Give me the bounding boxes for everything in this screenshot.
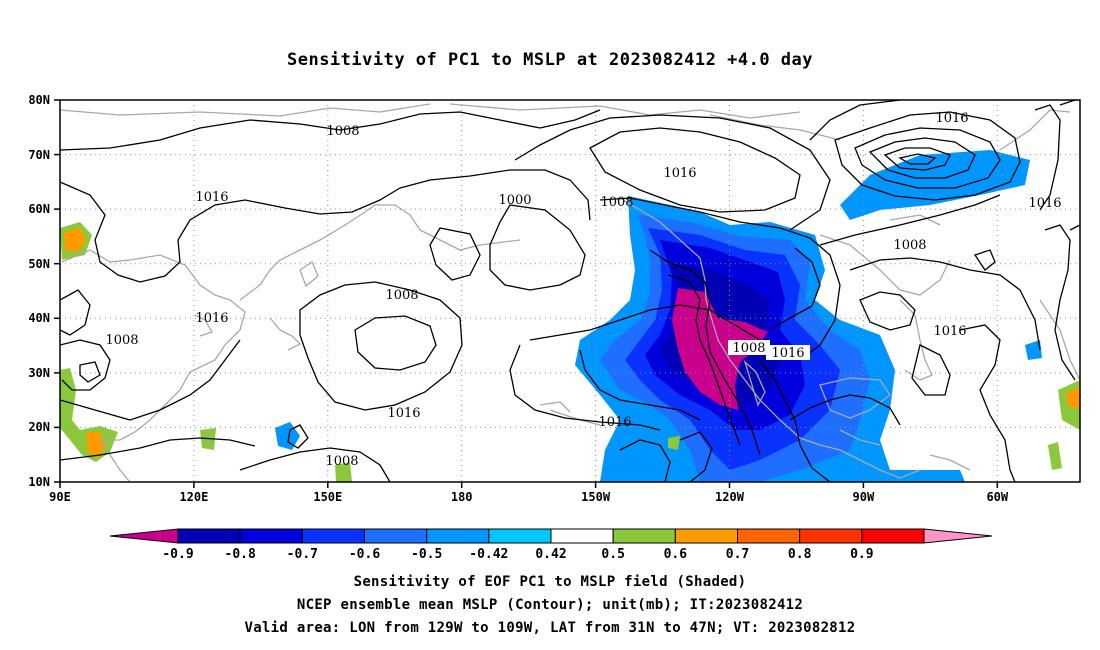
colorbar-segment xyxy=(737,528,801,544)
lon-tick-label: 180 xyxy=(451,490,473,504)
map-plot-area: 1008 1016 1000 1008 1016 1016 1016 1008 … xyxy=(60,100,1080,482)
colorbar-tick-label: 0.5 xyxy=(601,547,624,562)
colorbar-end-low xyxy=(109,528,179,544)
colorbar-tick-label: -0.7 xyxy=(287,547,318,562)
colorbar-segment xyxy=(239,528,303,544)
lat-tick-label: 80N xyxy=(28,93,50,107)
boxed-contour-labels: 1008 1016 xyxy=(728,340,810,361)
contour-labels: 1008 1016 1000 1008 1016 1016 1016 1008 … xyxy=(105,111,1061,469)
colorbar-segment xyxy=(861,528,925,544)
colorbar-tick-label: -0.5 xyxy=(411,547,442,562)
map-title: Sensitivity of PC1 to MSLP at 2023082412… xyxy=(286,50,813,70)
colorbar-segment xyxy=(426,528,490,544)
caption-line-1: Sensitivity of EOF PC1 to MSLP field (Sh… xyxy=(353,574,747,590)
lon-tick-label: 90W xyxy=(853,490,875,504)
colorbar-tick-label: 0.7 xyxy=(726,547,749,562)
contour-label: 1016 xyxy=(387,406,420,421)
contour-label: 1008 xyxy=(600,195,633,210)
gridlines xyxy=(60,100,1080,482)
lat-tick-label: 60N xyxy=(28,202,50,216)
colorbar-tick-label: -0.42 xyxy=(469,547,508,562)
lat-tick-label: 50N xyxy=(28,257,50,271)
lon-tick-label: 120W xyxy=(715,490,745,504)
colorbar-segment xyxy=(799,528,863,544)
colorbar-tick-label: -0.8 xyxy=(225,547,256,562)
lon-tick-label: 150E xyxy=(313,490,342,504)
contour-label: 1008 xyxy=(893,238,926,253)
map-frame xyxy=(59,99,1081,483)
colorbar-segment xyxy=(674,528,738,544)
lon-tick-label: 60W xyxy=(986,490,1008,504)
contour-label: 1016 xyxy=(598,415,631,430)
lon-tick-label: 90E xyxy=(49,490,71,504)
lon-tick-label: 120E xyxy=(179,490,208,504)
colorbar-segment xyxy=(488,528,552,544)
lat-tick-label: 40N xyxy=(28,311,50,325)
latitude-labels: 80N 70N 60N 50N 40N 30N 20N 10N xyxy=(28,93,50,489)
contour-label: 1016 xyxy=(935,111,968,126)
contour-label: 1008 xyxy=(325,454,358,469)
contour-label: 1000 xyxy=(498,193,531,208)
lat-tick-label: 70N xyxy=(28,148,50,162)
axis-ticks xyxy=(54,99,999,488)
contour-label: 1008 xyxy=(385,288,418,303)
contour-label: 1016 xyxy=(195,311,228,326)
colorbar-tick-label: 0.6 xyxy=(664,547,688,562)
contour-label: 1008 xyxy=(105,333,138,348)
mslp-contours xyxy=(60,100,1080,482)
contour-label: 1008 xyxy=(326,124,359,139)
caption-line-3: Valid area: LON from 129W to 109W, LAT f… xyxy=(244,620,856,636)
colorbar-tick-label: -0.9 xyxy=(162,547,193,562)
colorbar-segment xyxy=(612,528,676,544)
colorbar-tick-label: -0.6 xyxy=(349,547,380,562)
contour-label: 1016 xyxy=(771,346,804,361)
colorbar-tick-label: 0.8 xyxy=(788,547,812,562)
contour-label: 1008 xyxy=(732,341,765,356)
colorbar-segment xyxy=(364,528,428,544)
contour-label: 1016 xyxy=(663,166,696,181)
contour-label: 1016 xyxy=(195,190,228,205)
lat-tick-label: 30N xyxy=(28,366,50,380)
lat-tick-label: 10N xyxy=(28,475,50,489)
lon-tick-label: 150W xyxy=(581,490,611,504)
lat-tick-label: 20N xyxy=(28,420,50,434)
colorbar: -0.9 -0.8 -0.7 -0.6 -0.5 -0.42 0.42 0.5 0.6 0.7 0.… xyxy=(109,528,993,562)
longitude-labels: 90E 120E 150E 180 150W 120W 90W 60W xyxy=(49,490,1009,504)
colorbar-segment xyxy=(177,528,241,544)
contour-label: 1016 xyxy=(933,324,966,339)
colorbar-tick-label: 0.42 xyxy=(535,547,566,562)
coastlines xyxy=(60,103,1080,482)
colorbar-end-high xyxy=(923,528,993,544)
colorbar-segment xyxy=(550,528,614,544)
contour-label: 1016 xyxy=(1028,196,1061,211)
colorbar-segment xyxy=(301,528,366,544)
caption-line-2: NCEP ensemble mean MSLP (Contour); unit(… xyxy=(296,597,804,613)
colorbar-tick-label: 0.9 xyxy=(850,547,873,562)
